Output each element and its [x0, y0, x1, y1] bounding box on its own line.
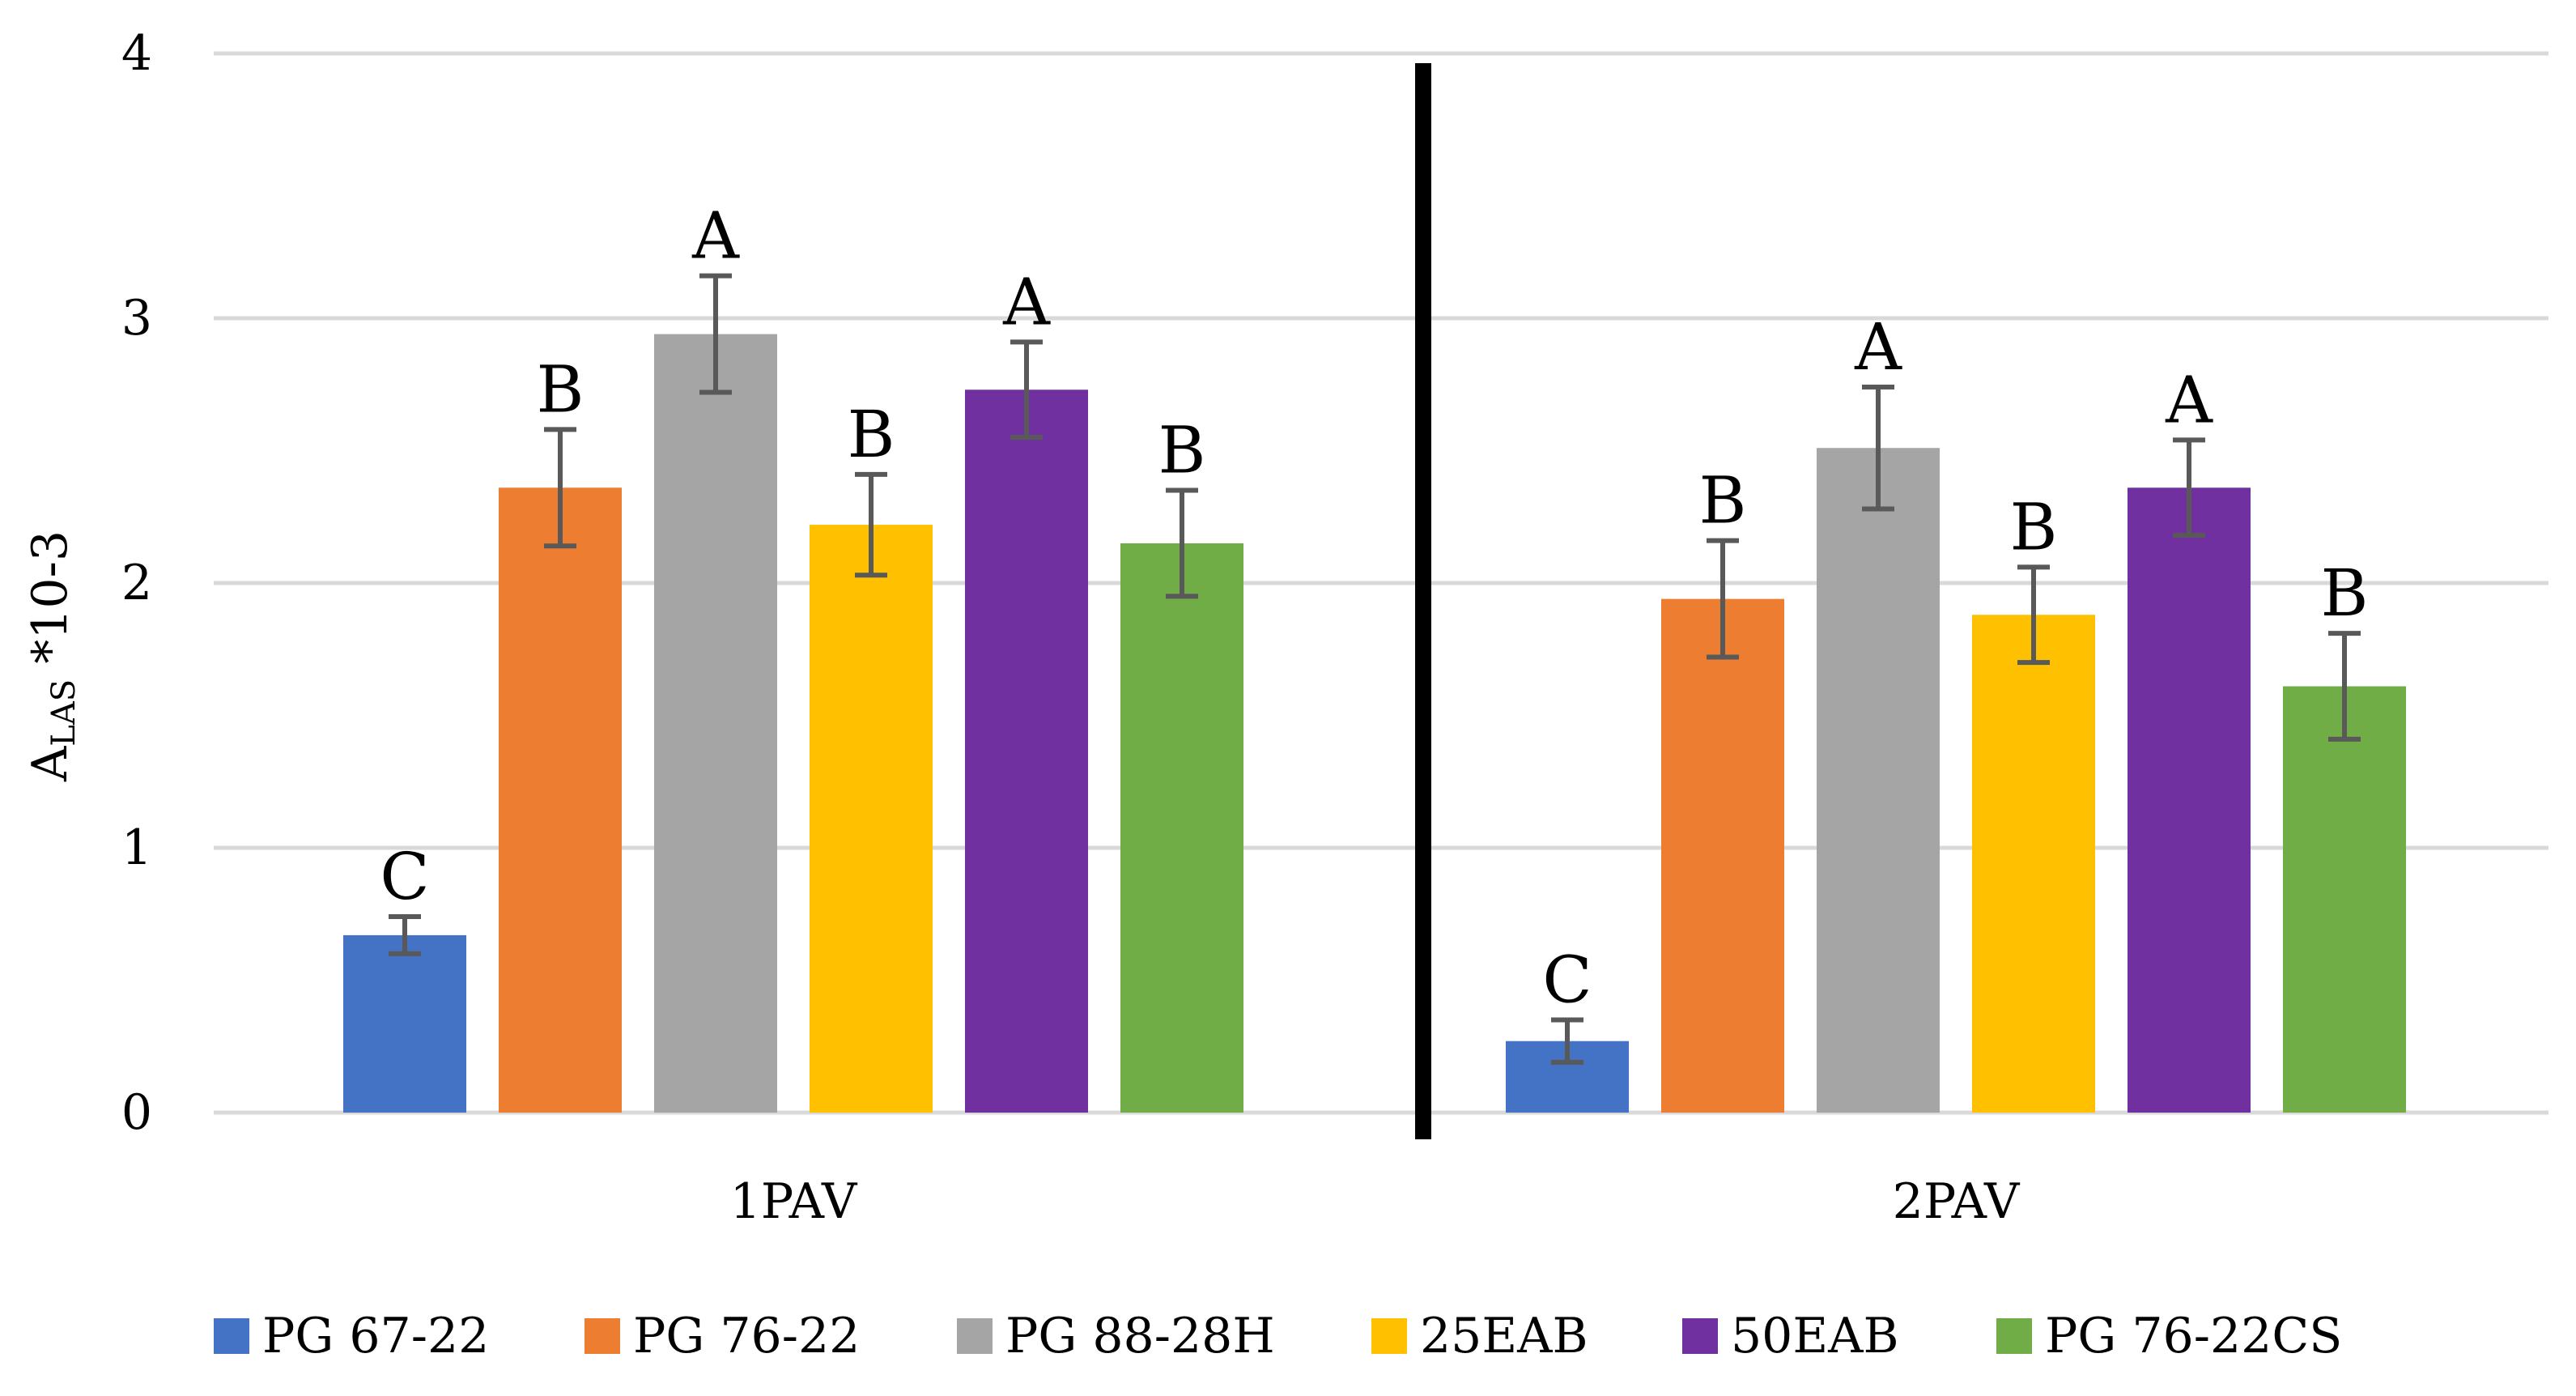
x-category-label: 2PAV [1893, 1173, 2021, 1230]
legend-item: 25EAB [1371, 1308, 1588, 1364]
bar [499, 487, 622, 1113]
bar [2128, 487, 2251, 1113]
error-bar [389, 914, 421, 956]
legend-label: PG 76-22CS [2045, 1308, 2342, 1364]
legend-swatch [1996, 1318, 2032, 1354]
significance-label: A [1854, 309, 1902, 385]
error-bar [2328, 631, 2361, 742]
legend-label: 50EAB [1731, 1308, 1899, 1364]
legend-swatch [1371, 1318, 1407, 1354]
error-bar [2173, 437, 2205, 538]
legend-swatch [1682, 1318, 1718, 1354]
bar [1972, 615, 2095, 1113]
legend-item: PG 88-28H [957, 1308, 1275, 1364]
error-bar [1166, 487, 1198, 599]
legend-item: PG 67-22 [214, 1308, 489, 1364]
error-bar [2017, 564, 2050, 666]
x-axis-categories: 1PAV 2PAV [730, 1173, 2021, 1230]
legend: PG 67-22 PG 76-22 PG 88-28H 25EAB 50EAB PG 76… [214, 1308, 2342, 1364]
significance-label: B [537, 351, 584, 427]
legend-label: PG 88-28H [1005, 1308, 1275, 1364]
y-axis-label-suffix: *10-3 [22, 530, 79, 679]
y-tick-label: 0 [121, 1084, 152, 1141]
legend-label: 25EAB [1420, 1308, 1588, 1364]
significance-label: A [2165, 362, 2213, 437]
bars [343, 334, 2406, 1113]
y-tick-label: 4 [121, 25, 152, 82]
significance-label: C [1542, 943, 1592, 1018]
bar [810, 525, 933, 1113]
legend-label: PG 76-22 [633, 1308, 860, 1364]
y-tick-label: 1 [121, 819, 152, 876]
legend-swatch [214, 1318, 249, 1354]
significance-label: B [1699, 463, 1747, 538]
legend-swatch [957, 1318, 993, 1354]
error-bar [1862, 385, 1894, 512]
error-bars [389, 273, 2361, 1065]
bar [343, 934, 466, 1113]
bar [1661, 598, 1784, 1113]
error-bar [1707, 538, 1739, 660]
bar [2283, 686, 2406, 1113]
legend-swatch [584, 1318, 620, 1354]
significance-labels: C C B B A A B B A A B B [380, 198, 2368, 1018]
error-bar [1010, 339, 1043, 441]
significance-label: C [380, 839, 429, 914]
legend-item: 50EAB [1682, 1308, 1899, 1364]
bar [654, 334, 777, 1113]
legend-item: PG 76-22CS [1996, 1308, 2342, 1364]
error-bar [1551, 1017, 1583, 1065]
significance-label: B [2010, 489, 2058, 564]
bar [1120, 543, 1243, 1113]
y-axis-label-sub: LAS [45, 679, 83, 747]
error-bar [855, 471, 887, 578]
significance-label: A [691, 198, 740, 274]
error-bar [544, 427, 576, 549]
x-category-label: 1PAV [730, 1173, 858, 1230]
y-tick-label: 3 [121, 290, 152, 347]
significance-label: B [848, 397, 895, 472]
legend-item: PG 76-22 [584, 1308, 860, 1364]
y-axis-ticks: 0 1 2 3 4 [121, 25, 152, 1141]
legend-label: PG 67-22 [262, 1308, 489, 1364]
error-bar [699, 273, 732, 395]
bar [965, 389, 1088, 1113]
y-tick-label: 2 [121, 555, 152, 611]
y-axis-label-main: A [22, 746, 79, 782]
y-axis-label: ALAS *10-3 [22, 530, 83, 782]
significance-label: B [2321, 555, 2369, 631]
significance-label: A [1002, 264, 1051, 339]
significance-label: B [1158, 413, 1206, 488]
bar [1817, 448, 1940, 1113]
